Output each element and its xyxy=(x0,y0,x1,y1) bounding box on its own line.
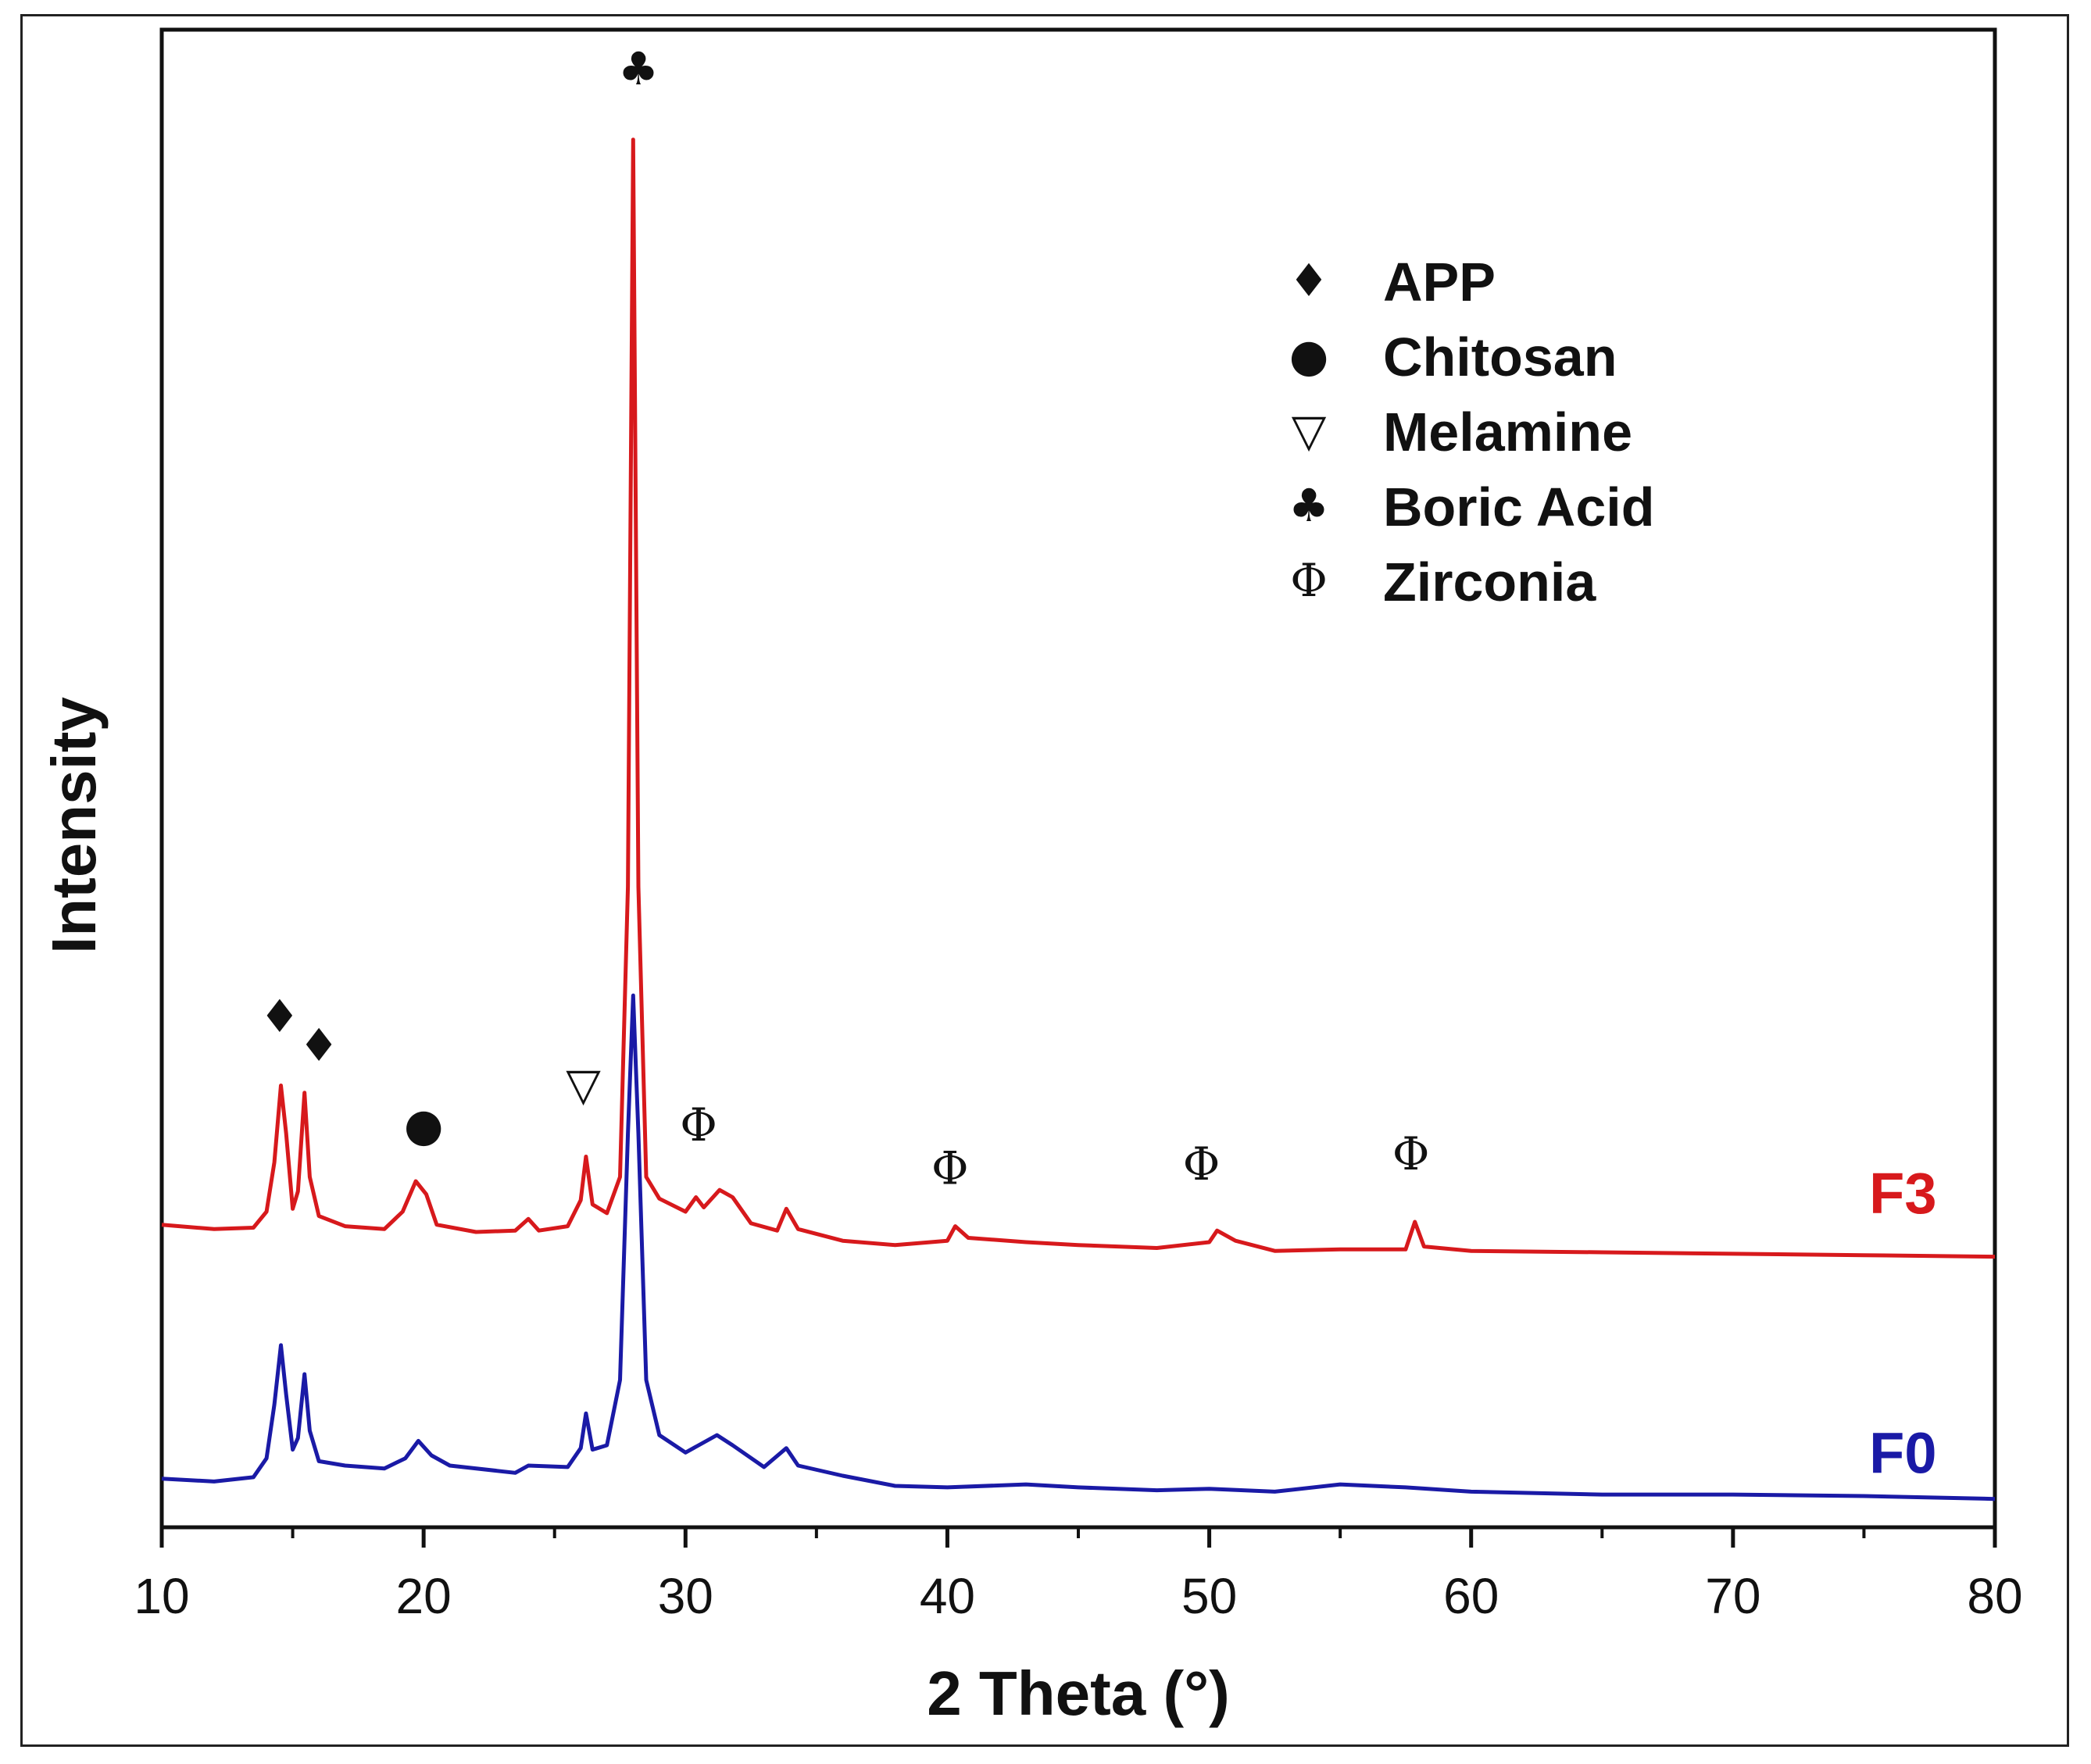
peak-marker: ▽ xyxy=(566,1058,601,1111)
peak-marker: Φ xyxy=(680,1098,717,1152)
series-layer: F3 F0 xyxy=(161,137,1996,1502)
x-axis-ticks: 10 20 30 40 50 60 70 80 xyxy=(134,1527,2023,1624)
peak-marker: Φ xyxy=(931,1142,969,1195)
peak-marker: ♦ xyxy=(298,1019,339,1072)
y-axis-title: Intensity xyxy=(39,697,109,954)
figure-frame xyxy=(20,14,2069,1747)
x-axis-title: 2 Theta (°) xyxy=(927,1659,1230,1728)
x-tick-label: 60 xyxy=(1443,1568,1499,1624)
legend-symbol: Φ xyxy=(1290,554,1328,607)
x-tick-label: 70 xyxy=(1705,1568,1760,1624)
peak-marker: Φ xyxy=(1183,1137,1221,1191)
legend-symbol: ♦ xyxy=(1289,254,1329,307)
x-tick-label: 30 xyxy=(658,1568,713,1624)
legend-symbol: ▽ xyxy=(1292,404,1327,457)
legend-symbol: ♣ xyxy=(1289,479,1329,532)
peak-markers: ♦♦●▽♣ΦΦ Φ Φ xyxy=(259,42,1430,1195)
peak-marker: Φ xyxy=(1392,1127,1430,1180)
peak-marker: ♦ xyxy=(259,990,300,1043)
x-tick-label: 40 xyxy=(920,1568,975,1624)
legend-label: APP xyxy=(1383,252,1496,312)
axes-box xyxy=(159,27,1997,1530)
x-tick-label: 80 xyxy=(1967,1568,2022,1624)
series-line-f3 xyxy=(161,137,1996,1259)
series-label-f3: F3 xyxy=(1869,1161,1936,1226)
legend-label: Chitosan xyxy=(1383,327,1617,387)
legend-symbol: ● xyxy=(1289,329,1329,382)
legend-label: Zirconia xyxy=(1383,552,1596,612)
peak-marker: ♣ xyxy=(618,42,659,95)
x-tick-label: 10 xyxy=(134,1568,189,1624)
legend: ♦ APP ● Chitosan ▽ Melamine ♣ Boric Acid Φ Zircon… xyxy=(1289,252,1654,612)
x-tick-label: 20 xyxy=(396,1568,452,1624)
series-line-f0 xyxy=(161,993,1996,1502)
plot-area xyxy=(159,27,1997,1530)
legend-label: Boric Acid xyxy=(1383,477,1654,537)
peak-marker: ● xyxy=(404,1098,444,1152)
x-tick-label: 50 xyxy=(1181,1568,1237,1624)
series-label-f0: F0 xyxy=(1869,1420,1936,1485)
legend-label: Melamine xyxy=(1383,402,1632,462)
